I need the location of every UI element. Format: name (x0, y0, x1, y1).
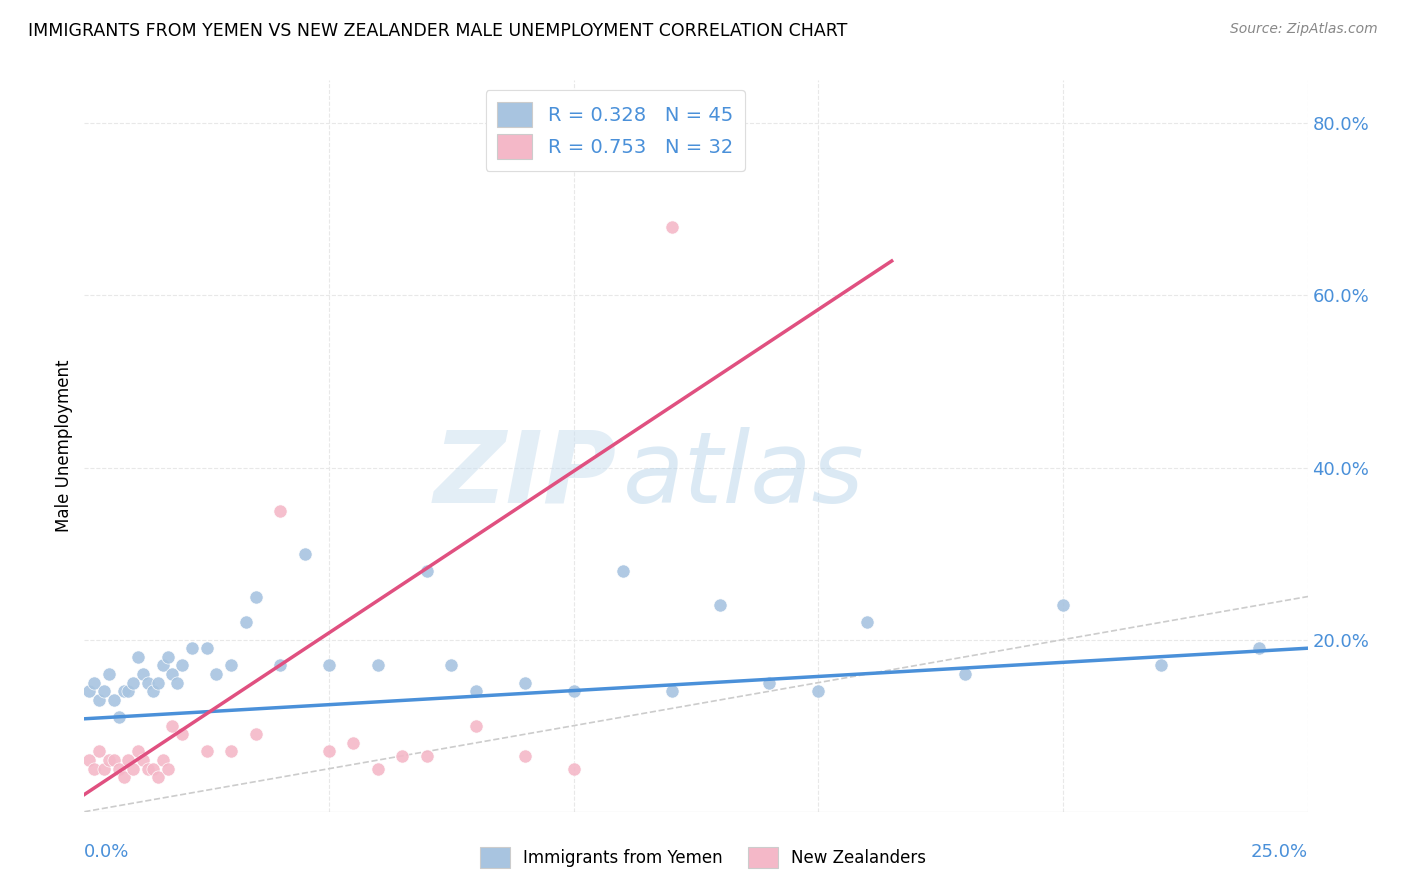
Point (107, 762, 129, 776)
Point (195, 744, 218, 758)
Point (122, 675, 145, 690)
Y-axis label: Male Unemployment: Male Unemployment (55, 359, 73, 533)
Point (612, 564, 634, 578)
Point (162, 667, 184, 681)
Point (758, 675, 780, 690)
Point (136, 762, 159, 776)
Point (132, 753, 155, 767)
Point (416, 564, 439, 578)
Text: ZIP: ZIP (433, 426, 616, 524)
Point (181, 641, 204, 656)
Point (152, 658, 174, 673)
Point (87, 744, 110, 758)
Point (142, 684, 165, 698)
Text: 25.0%: 25.0% (1250, 843, 1308, 861)
Point (112, 684, 135, 698)
Point (83, 675, 105, 690)
Point (103, 753, 125, 767)
Point (77, 753, 100, 767)
Point (172, 658, 194, 673)
Point (416, 748, 439, 763)
Point (440, 658, 463, 673)
Point (112, 770, 135, 784)
Point (103, 693, 125, 707)
Point (513, 748, 536, 763)
Point (245, 590, 267, 604)
Point (93, 762, 115, 776)
Point (269, 658, 291, 673)
Point (464, 684, 486, 698)
Point (562, 762, 585, 776)
Point (856, 615, 879, 630)
Point (77, 684, 100, 698)
Point (953, 667, 976, 681)
Point (195, 641, 218, 656)
Point (513, 675, 536, 690)
Point (318, 744, 340, 758)
Text: Source: ZipAtlas.com: Source: ZipAtlas.com (1230, 22, 1378, 37)
Point (219, 744, 242, 758)
Point (562, 684, 585, 698)
Point (661, 684, 683, 698)
Point (235, 615, 257, 630)
Point (132, 667, 155, 681)
Point (97, 753, 120, 767)
Point (709, 598, 731, 612)
Point (367, 762, 389, 776)
Point (342, 736, 364, 750)
Text: IMMIGRANTS FROM YEMEN VS NEW ZEALANDER MALE UNEMPLOYMENT CORRELATION CHART: IMMIGRANTS FROM YEMEN VS NEW ZEALANDER M… (28, 22, 848, 40)
Point (294, 547, 316, 561)
Point (318, 658, 340, 673)
Legend: R = 0.328   N = 45, R = 0.753   N = 32: R = 0.328 N = 45, R = 0.753 N = 32 (485, 90, 745, 171)
Point (391, 748, 413, 763)
Point (1247, 641, 1270, 656)
Point (661, 219, 683, 234)
Point (83, 762, 105, 776)
Point (156, 762, 179, 776)
Point (146, 770, 169, 784)
Point (166, 675, 188, 690)
Point (156, 649, 179, 664)
Point (146, 675, 169, 690)
Point (127, 744, 149, 758)
Point (245, 727, 267, 741)
Point (205, 667, 228, 681)
Point (219, 658, 242, 673)
Point (162, 719, 184, 733)
Point (127, 649, 149, 664)
Point (152, 753, 174, 767)
Point (142, 762, 165, 776)
Point (117, 753, 139, 767)
Text: atlas: atlas (623, 426, 865, 524)
Point (269, 503, 291, 517)
Point (122, 762, 145, 776)
Point (87, 693, 110, 707)
Point (172, 727, 194, 741)
Point (464, 719, 486, 733)
Point (93, 684, 115, 698)
Point (97, 667, 120, 681)
Point (107, 710, 129, 724)
Point (117, 684, 139, 698)
Point (1150, 658, 1173, 673)
Point (1052, 598, 1074, 612)
Legend: Immigrants from Yemen, New Zealanders: Immigrants from Yemen, New Zealanders (474, 840, 932, 875)
Point (807, 684, 830, 698)
Text: 0.0%: 0.0% (84, 843, 129, 861)
Point (367, 658, 389, 673)
Point (136, 675, 159, 690)
